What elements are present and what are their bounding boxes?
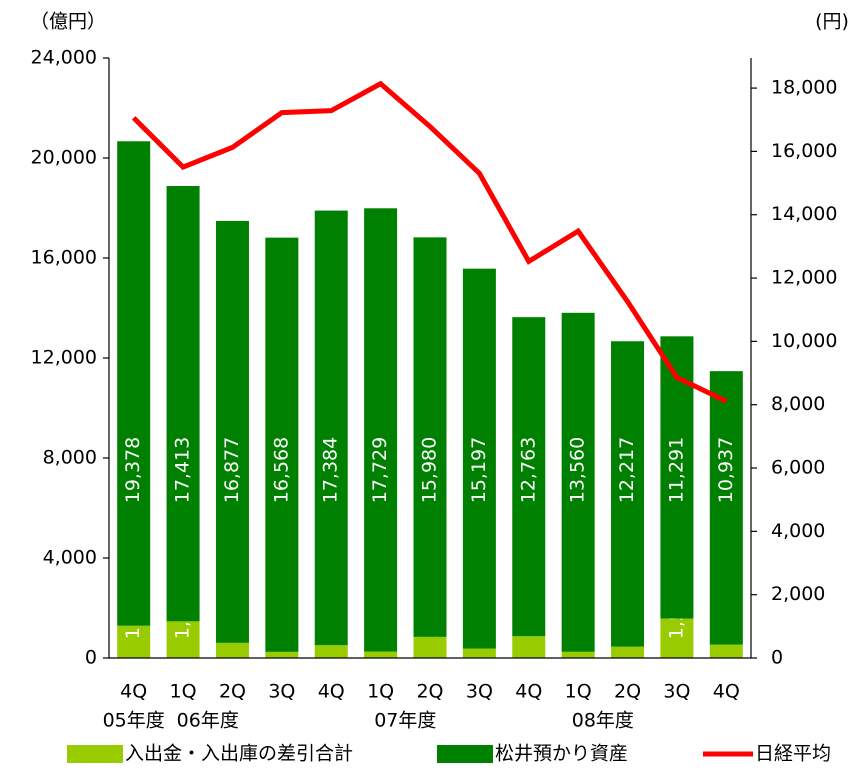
x-tick-label: 1Q [367,681,394,703]
legend-swatch [67,745,123,763]
bar [660,618,694,658]
y2-axis-label: (円) [815,11,849,33]
bar [611,646,645,658]
data-label: 12,763 [517,437,539,503]
bar [364,651,398,658]
data-label: 15,197 [468,437,490,503]
data-label: 10,937 [715,437,737,503]
legend-swatch [437,745,493,763]
x-tick-label: 1Q [170,681,197,703]
bar [265,651,299,658]
line [131,80,728,404]
bar [413,636,447,658]
bar [709,644,743,658]
legend-label: 日経平均 [755,743,831,765]
bar [265,237,299,652]
x-group-label: 08年度 [572,710,634,732]
y2-tick-label: 16,000 [771,140,837,162]
y-tick-label: 8,000 [43,447,97,469]
y2-tick-label: 2,000 [771,583,825,605]
x-tick-label: 4Q [318,681,345,703]
y2-tick-label: 4,000 [771,520,825,542]
x-group-label: 07年度 [374,710,436,732]
data-label: 15,980 [419,437,441,503]
y2-tick-label: 6,000 [771,457,825,479]
bar [561,651,595,658]
bar [462,648,496,658]
bar [709,371,743,645]
data-label: 17,384 [320,437,342,503]
data-label: 17,729 [369,437,391,503]
y2-tick-label: 12,000 [771,267,837,289]
bar [512,636,546,658]
x-tick-label: 4Q [515,681,542,703]
x-tick-label: 3Q [466,681,493,703]
y2-tick-label: 18,000 [771,77,837,99]
legend-label: 入出金・入出庫の差引合計 [125,743,353,765]
y-tick-label: 16,000 [31,247,97,269]
data-label: 16,568 [270,437,292,503]
bar [413,237,447,637]
bar [215,642,249,658]
y-axis-label: （億円） [30,11,106,33]
x-tick-label: 4Q [713,681,740,703]
y-tick-label: 24,000 [31,47,97,69]
bar [117,625,151,658]
data-label: 16,877 [221,437,243,503]
data-label: 12,217 [616,437,638,503]
y2-tick-label: 14,000 [771,203,837,225]
x-tick-label: 2Q [614,681,641,703]
x-tick-label: 3Q [268,681,295,703]
bar [314,210,348,646]
bar [364,208,398,652]
bar [166,186,200,622]
bar [611,341,645,647]
data-label: 19,378 [122,437,144,503]
y2-tick-label: 10,000 [771,330,837,352]
y2-tick-label: 0 [771,647,783,669]
y-tick-label: 4,000 [43,547,97,569]
bar [166,621,200,658]
y2-tick-label: 8,000 [771,393,825,415]
y-tick-label: 20,000 [31,147,97,169]
legend-label: 松井預かり資産 [495,743,628,765]
x-group-label: 06年度 [177,710,239,732]
x-group-label: 05年度 [103,710,165,732]
data-label: 11,291 [665,437,687,503]
x-tick-label: 4Q [120,681,147,703]
data-label: 13,560 [567,437,589,503]
x-tick-label: 2Q [219,681,246,703]
data-label: 17,413 [172,437,194,503]
bar [462,268,496,649]
bar [561,312,595,652]
x-tick-label: 3Q [663,681,690,703]
bar [117,141,151,626]
y-tick-label: 0 [85,647,97,669]
x-tick-label: 2Q [416,681,443,703]
bar [512,317,546,637]
bar [314,645,348,658]
bar [215,220,249,643]
x-tick-label: 1Q [565,681,592,703]
y-tick-label: 12,000 [31,347,97,369]
